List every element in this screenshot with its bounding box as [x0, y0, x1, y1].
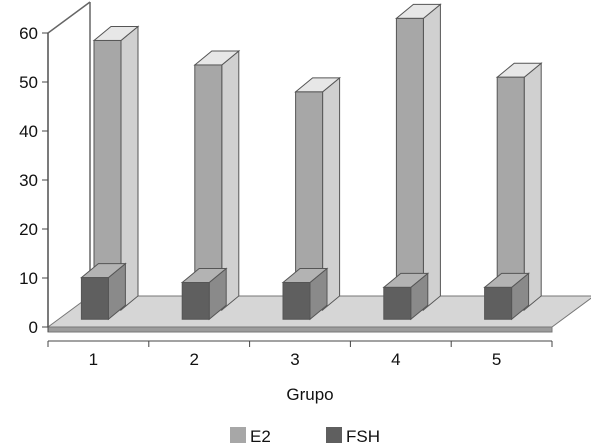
legend-label-fsh: FSH — [346, 427, 380, 445]
y-tick-label: 20 — [19, 220, 38, 239]
bar-fsh-4 — [382, 272, 430, 321]
bar-front — [282, 282, 311, 320]
y-tick-label: 0 — [29, 318, 38, 337]
legend: E2 FSH — [230, 427, 380, 445]
legend-label-e2: E2 — [250, 427, 271, 445]
bar-fsh-2 — [180, 267, 228, 321]
x-tick-label: 1 — [89, 350, 98, 369]
x-tick-label: 2 — [189, 350, 198, 369]
y-axis: 0 10 20 30 40 50 60 — [19, 24, 49, 337]
y-tick-label: 10 — [19, 269, 38, 288]
x-tick-label: 3 — [290, 350, 299, 369]
x-tick-label: 4 — [391, 350, 400, 369]
bar-e2-4 — [395, 3, 442, 312]
x-axis: 1 2 3 4 5 — [47, 340, 553, 369]
bar-front — [181, 282, 210, 320]
x-axis-title: Grupo — [286, 385, 333, 404]
x-tick-label: 5 — [492, 350, 501, 369]
legend-swatch-fsh — [326, 427, 342, 443]
bar-front — [383, 286, 412, 320]
bar-fsh-5 — [483, 272, 530, 321]
legend-swatch-e2 — [230, 427, 246, 443]
y-tick-label: 60 — [19, 24, 38, 43]
bar-fsh-1 — [80, 262, 127, 321]
y-tick-label: 50 — [19, 73, 38, 92]
bar-fsh-3 — [281, 267, 329, 321]
bar-front — [484, 286, 513, 320]
bar-front — [395, 17, 424, 311]
floor-front-edge — [47, 326, 553, 333]
y-tick-label: 30 — [19, 171, 38, 190]
y-tick-label: 40 — [19, 122, 38, 141]
bars — [80, 3, 543, 321]
bar-side — [422, 3, 441, 312]
bar-front — [80, 277, 109, 320]
bar-e2-5 — [495, 62, 543, 312]
